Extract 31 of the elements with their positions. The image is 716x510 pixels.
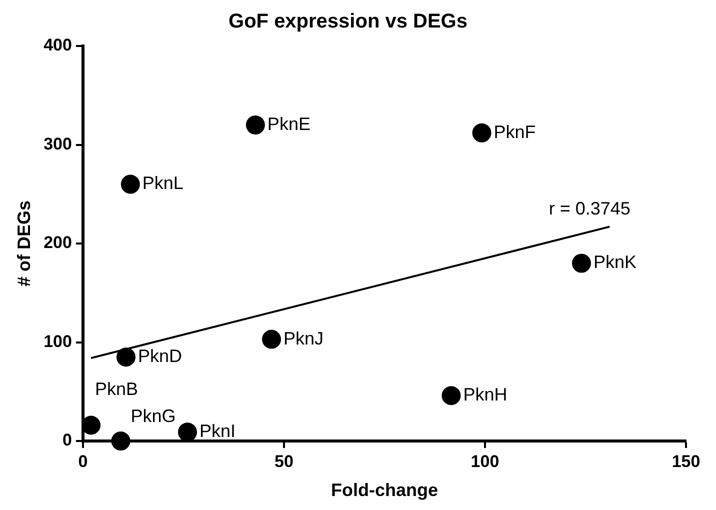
point [246,116,265,134]
annotation: PknH [463,384,508,405]
x-tick-label: 0 [78,452,88,471]
y-tick-label: 200 [44,233,72,252]
x-tick-label: 50 [274,452,294,471]
x-tick-label: 150 [672,452,700,471]
annotation: PknK [593,252,637,272]
annotation: PknG [130,406,176,426]
annotation: PknF [494,122,536,142]
annotation: PknB [95,379,138,400]
chart-title: GoF expression vs DEGs [228,10,468,33]
y-tick-label: 300 [44,134,72,154]
point [442,386,461,406]
annotation: PknJ [284,328,324,348]
point [120,174,140,194]
annotation: PknI [199,421,236,442]
annotation: PknD [138,346,182,366]
annotation: PknE [267,114,310,134]
y-axis-title: # of DEGs [14,200,34,287]
y-tick-label: 0 [62,430,72,450]
point [116,348,136,367]
y-tick-label: 400 [44,36,72,55]
point [111,432,130,450]
annotation: PknL [142,173,184,194]
point [262,330,282,349]
x-axis-title: Fold-change [330,480,438,500]
y-tick-label: 100 [44,332,72,351]
point [572,254,591,273]
annotation: r = 0.3745 [548,198,630,219]
point [472,123,492,142]
x-tick-label: 100 [470,452,500,471]
